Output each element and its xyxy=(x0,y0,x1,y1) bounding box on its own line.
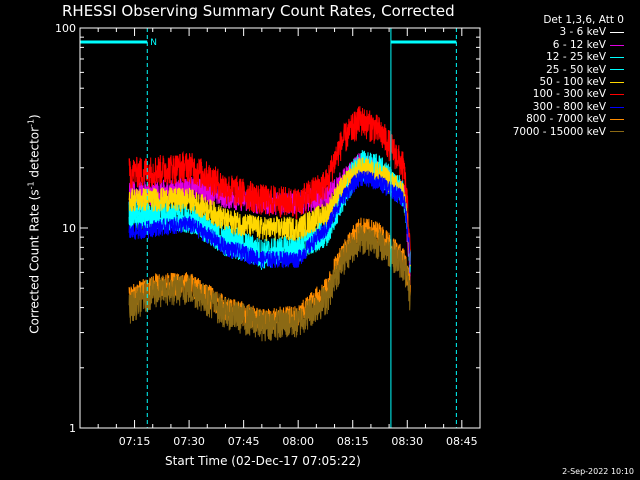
x-tick-label: 08:30 xyxy=(391,435,423,448)
legend-item-label: 7000 - 15000 keV xyxy=(512,125,606,138)
legend-item: 6 - 12 keV xyxy=(484,39,624,51)
x-tick-label: 08:45 xyxy=(446,435,478,448)
y-axis-label: Corrected Count Rate (s-1 detector-1) xyxy=(26,114,42,334)
legend-swatch xyxy=(610,118,624,120)
legend-item: 800 - 7000 keV xyxy=(484,113,624,125)
x-tick-label: 07:15 xyxy=(119,435,151,448)
legend-swatch xyxy=(610,32,624,34)
y-tick-label: 100 xyxy=(55,22,76,35)
legend-item: 100 - 300 keV xyxy=(484,88,624,100)
legend-header: Det 1,3,6, Att 0 xyxy=(543,14,624,26)
x-tick-label: 07:30 xyxy=(173,435,205,448)
legend-swatch xyxy=(610,131,624,133)
legend-item-label: 100 - 300 keV xyxy=(532,88,606,101)
legend-item: 25 - 50 keV xyxy=(484,64,624,76)
legend-item: 7000 - 15000 keV xyxy=(484,126,624,138)
y-tick-label: 1 xyxy=(69,422,76,435)
x-tick-label: 08:15 xyxy=(337,435,369,448)
x-tick-label: 07:45 xyxy=(228,435,260,448)
legend-swatch xyxy=(610,69,624,71)
x-tick-label: 08:00 xyxy=(282,435,314,448)
y-tick-label: 10 xyxy=(62,222,76,235)
legend-item: 12 - 25 keV xyxy=(484,51,624,63)
legend-swatch xyxy=(610,81,624,83)
footer-date: 2-Sep-2022 10:10 xyxy=(562,467,634,476)
legend-item-label: 50 - 100 keV xyxy=(539,76,606,89)
legend: Det 1,3,6, Att 0 3 - 6 keV 6 - 12 keV 12 -… xyxy=(484,14,624,138)
series-line-6 xyxy=(128,106,411,254)
legend-item-label: 12 - 25 keV xyxy=(546,51,606,64)
series-line-7 xyxy=(128,170,411,269)
series-line-9 xyxy=(128,224,411,342)
legend-item-label: 6 - 12 keV xyxy=(552,38,606,51)
legend-item: 3 - 6 keV xyxy=(484,26,624,38)
x-axis-label: Start Time (02-Dec-17 07:05:22) xyxy=(165,454,361,468)
legend-item: 50 - 100 keV xyxy=(484,76,624,88)
legend-swatch xyxy=(610,94,624,96)
legend-swatch xyxy=(610,56,624,58)
legend-swatch xyxy=(610,44,624,46)
legend-item-label: 300 - 800 keV xyxy=(532,100,606,113)
legend-item-label: 800 - 7000 keV xyxy=(526,113,606,126)
legend-item: 300 - 800 keV xyxy=(484,101,624,113)
legend-item-label: 25 - 50 keV xyxy=(546,63,606,76)
legend-item-label: 3 - 6 keV xyxy=(559,26,606,39)
legend-swatch xyxy=(610,106,624,108)
night-marker-label: N xyxy=(150,38,157,48)
chart-title: RHESSI Observing Summary Count Rates, Co… xyxy=(62,2,455,20)
